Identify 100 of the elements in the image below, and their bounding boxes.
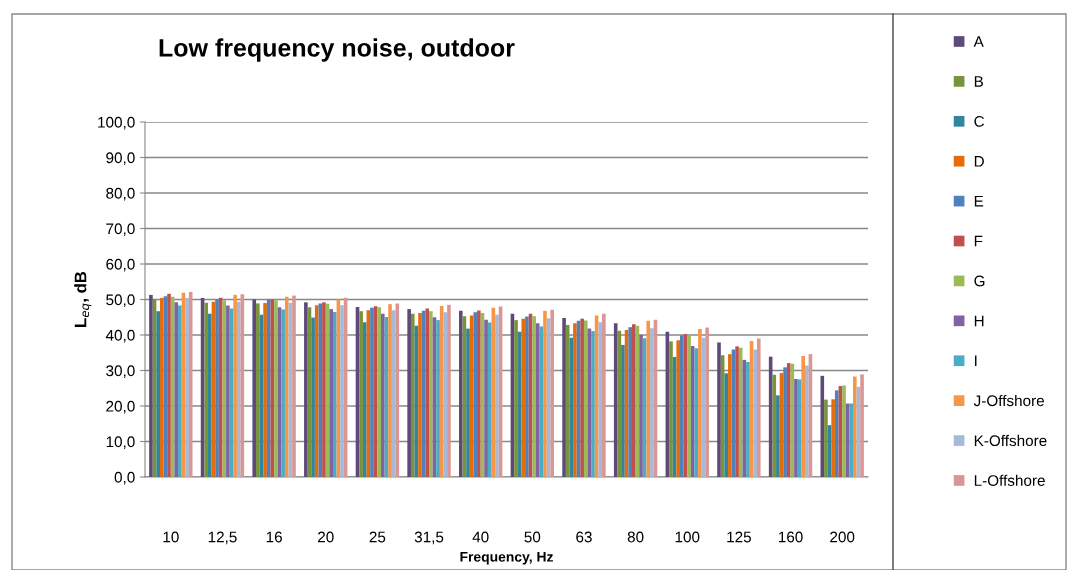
y-tick-label: 70,0 — [106, 223, 135, 236]
bar — [669, 341, 673, 477]
bar — [270, 299, 275, 477]
bar — [753, 349, 757, 477]
bar — [156, 311, 160, 477]
bar — [628, 327, 632, 477]
bar — [473, 312, 478, 477]
bar — [631, 324, 636, 477]
bar — [222, 300, 227, 477]
bar — [735, 346, 739, 477]
bar — [756, 338, 761, 477]
bar — [621, 344, 625, 477]
bar — [407, 309, 411, 477]
legend-label: G — [974, 275, 985, 287]
bar — [794, 379, 798, 477]
bar — [860, 374, 864, 477]
bar — [487, 322, 492, 477]
bar — [236, 301, 241, 477]
x-tick-label: 125 — [727, 531, 751, 543]
legend-label: A — [973, 36, 984, 47]
bar — [565, 325, 570, 477]
x-tick-label: 10 — [163, 531, 179, 543]
bar — [149, 294, 153, 477]
bar — [377, 307, 382, 477]
x-tick-label: 200 — [830, 531, 855, 543]
bar — [484, 319, 488, 477]
bar — [550, 309, 555, 477]
bar — [717, 342, 721, 477]
bar — [332, 311, 337, 477]
y-tick-label: 20,0 — [106, 400, 135, 414]
legend-label: E — [974, 195, 984, 207]
bar — [824, 399, 828, 477]
bar — [395, 303, 400, 477]
bar — [583, 320, 588, 477]
bar — [281, 309, 285, 477]
bar — [786, 363, 791, 477]
bar — [598, 322, 603, 477]
bar — [322, 302, 326, 477]
bar — [314, 305, 319, 477]
bar — [772, 374, 777, 477]
chart-title: Low frequency noise, outdoor — [159, 38, 515, 62]
x-tick-label: 16 — [266, 531, 282, 543]
bar — [329, 309, 333, 477]
bar — [724, 373, 729, 477]
bar — [705, 327, 709, 477]
legend-label: F — [974, 235, 983, 247]
bar — [532, 316, 536, 477]
bar — [274, 300, 278, 477]
bar — [226, 305, 230, 477]
bar — [381, 313, 385, 477]
bar — [580, 318, 584, 477]
bar — [292, 295, 296, 477]
bar — [388, 304, 392, 477]
bar — [738, 347, 743, 477]
x-tick-label: 160 — [778, 531, 803, 543]
y-tick-label: 100,0 — [98, 116, 135, 130]
bar — [370, 307, 374, 477]
x-tick-label: 63 — [576, 531, 592, 543]
bar — [429, 311, 433, 477]
bar — [256, 303, 260, 477]
x-tick-label: 80 — [627, 531, 644, 543]
legend-label: D — [974, 156, 984, 167]
y-tick-label: 10,0 — [106, 436, 135, 449]
legend-label: H — [974, 315, 984, 327]
bar — [602, 313, 606, 477]
bar — [694, 348, 699, 477]
x-tick-label: 50 — [524, 531, 541, 543]
legend-label: B — [974, 76, 983, 87]
bar — [477, 310, 481, 477]
legend-label: I — [975, 355, 977, 367]
bar — [849, 403, 854, 477]
y-axis-title: L$_{eq}$, dB — [74, 271, 92, 327]
bar — [362, 322, 367, 477]
bar — [698, 328, 702, 477]
bar — [521, 318, 526, 477]
bar — [834, 390, 839, 477]
x-tick-label: 40 — [472, 531, 489, 543]
bar — [514, 320, 518, 477]
bar — [159, 298, 164, 477]
legend-label: L-Offshore — [974, 474, 1045, 486]
bar — [728, 354, 732, 477]
legend-label: C — [974, 115, 985, 127]
bar — [776, 395, 780, 477]
bar — [410, 313, 415, 477]
bar — [613, 323, 618, 477]
bar — [359, 311, 363, 477]
bar — [174, 302, 179, 477]
bar — [466, 328, 470, 477]
bar — [436, 320, 440, 477]
bar — [178, 305, 182, 477]
bar — [443, 312, 448, 477]
bar — [167, 293, 171, 477]
y-tick-label: 40,0 — [105, 329, 135, 343]
y-tick-label: 0,0 — [114, 471, 135, 485]
bar — [543, 310, 547, 477]
bar — [185, 298, 189, 477]
bar — [535, 323, 540, 477]
bar — [188, 292, 193, 477]
x-tick-label: 100 — [675, 531, 700, 543]
bar — [573, 323, 577, 477]
